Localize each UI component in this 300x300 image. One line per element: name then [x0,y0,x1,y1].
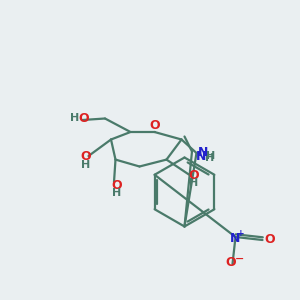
Text: O: O [265,233,275,246]
Text: O: O [79,112,89,125]
Text: −: − [234,254,244,264]
Text: O: O [149,119,160,132]
Text: H: H [81,160,90,170]
Text: +: + [237,229,245,238]
Text: H: H [70,112,80,123]
Text: H: H [206,153,214,163]
Text: N: N [196,149,206,163]
Text: N: N [230,232,241,245]
Text: H: H [112,188,121,199]
Text: O: O [188,169,199,182]
Text: O: O [112,178,122,192]
Text: H: H [189,178,198,188]
Text: H: H [206,151,215,161]
Text: N: N [198,146,208,159]
Text: O: O [80,150,91,164]
Text: O: O [226,256,236,269]
